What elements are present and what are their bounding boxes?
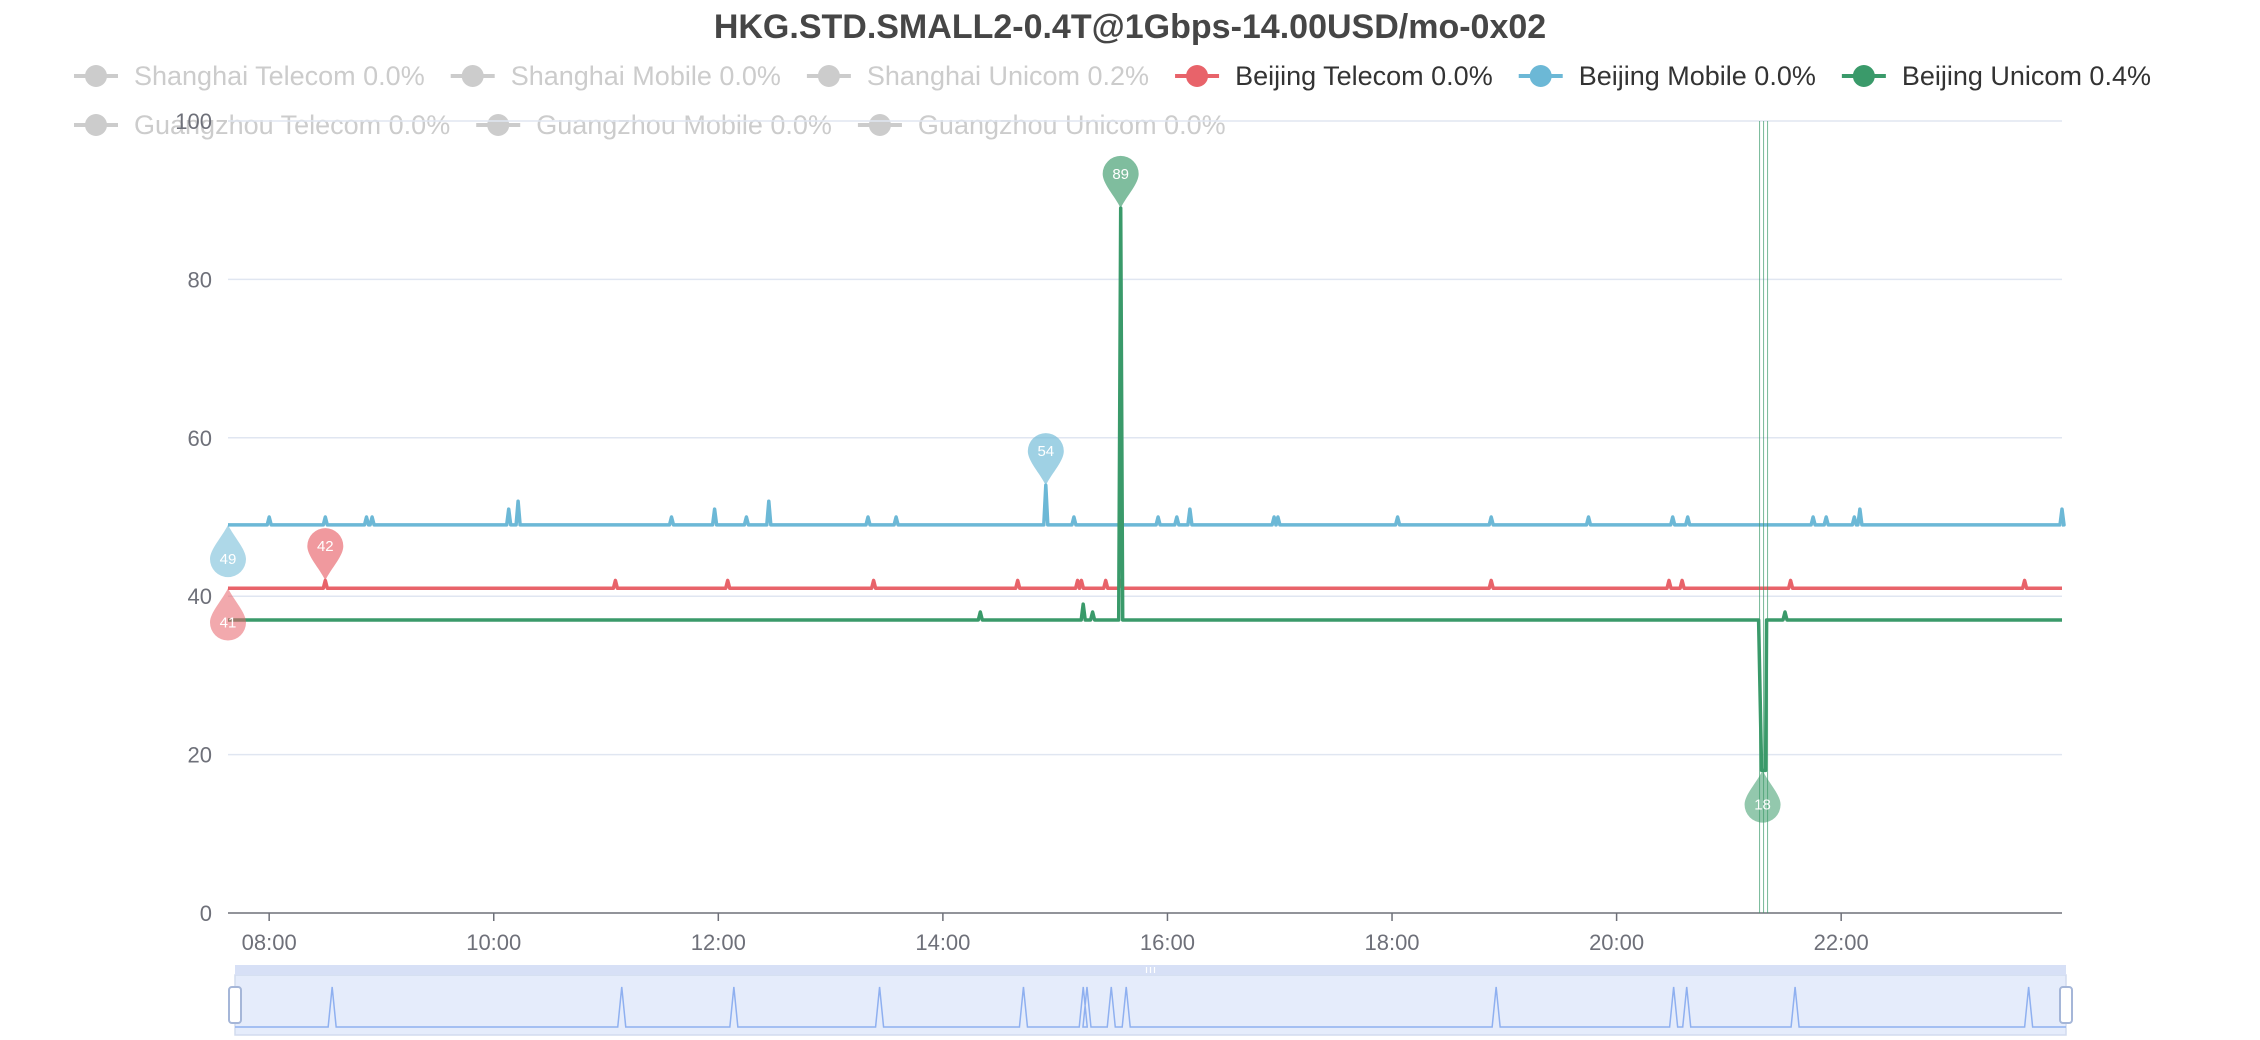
y-tick-label: 80 — [188, 267, 212, 292]
legend-dot-icon — [487, 114, 510, 136]
legend-item[interactable]: Beijing Mobile 0.0% — [1518, 61, 1816, 91]
marker-pins: 41 42 49 54 89 18 — [210, 155, 1781, 823]
y-tick-label: 40 — [188, 584, 212, 609]
legend-label: Beijing Telecom 0.0% — [1235, 61, 1493, 91]
y-axis: 0 20 40 60 80 100 — [175, 109, 212, 926]
zoom-preview-line — [235, 986, 2066, 1028]
marker-pin[interactable]: 54 — [1027, 433, 1064, 486]
legend-item[interactable]: Guangzhou Mobile 0.0% — [476, 110, 832, 140]
marker-pin[interactable]: 49 — [210, 524, 246, 578]
legend-item[interactable]: Beijing Telecom 0.0% — [1175, 61, 1493, 91]
legend-dot-icon — [868, 114, 891, 136]
legend-dot-icon — [1852, 65, 1875, 87]
x-tick-label: 18:00 — [1364, 930, 1419, 955]
pin-label: 18 — [1754, 797, 1771, 814]
legend-label: Shanghai Telecom 0.0% — [134, 61, 425, 91]
zoom-handle[interactable] — [2059, 986, 2073, 1024]
pin-shape — [307, 528, 344, 581]
y-tick-label: 60 — [188, 426, 212, 451]
x-tick-label: 16:00 — [1140, 930, 1195, 955]
y-tick-label: 20 — [188, 743, 212, 768]
data-zoom-slider[interactable] — [228, 965, 2073, 1036]
series-line — [228, 483, 2066, 527]
legend-dot-icon — [461, 65, 484, 87]
legend-item[interactable]: Shanghai Unicom 0.2% — [806, 61, 1149, 91]
pin-label: 54 — [1037, 443, 1054, 460]
pin-shape — [210, 524, 246, 578]
legend-dot-icon — [1186, 65, 1209, 87]
legend-label: Beijing Unicom 0.4% — [1902, 61, 2151, 91]
zoom-handle[interactable] — [228, 986, 242, 1024]
legend-dot-icon — [85, 65, 107, 87]
legend-item[interactable]: Guangzhou Telecom 0.0% — [74, 110, 450, 140]
legend: Shanghai Telecom 0.0% Shanghai Mobile 0.0… — [74, 61, 2151, 140]
marker-pin[interactable]: 42 — [307, 528, 344, 581]
legend-label: Guangzhou Unicom 0.0% — [918, 110, 1226, 140]
legend-item[interactable]: Guangzhou Unicom 0.0% — [857, 110, 1226, 140]
legend-label: Beijing Mobile 0.0% — [1579, 61, 1816, 91]
x-tick-label: 08:00 — [242, 930, 297, 955]
x-tick-label: 10:00 — [466, 930, 521, 955]
pin-label: 41 — [220, 614, 237, 631]
legend-label: Shanghai Mobile 0.0% — [511, 61, 781, 91]
x-tick-label: 12:00 — [691, 930, 746, 955]
x-tick-label: 20:00 — [1589, 930, 1644, 955]
series-line — [228, 206, 2062, 773]
series-lines — [228, 206, 2066, 773]
x-tick-label: 22:00 — [1814, 930, 1869, 955]
pin-shape — [1027, 433, 1064, 486]
legend-label: Shanghai Unicom 0.2% — [867, 61, 1149, 91]
chart-title: HKG.STD.SMALL2-0.4T@1Gbps-14.00USD/mo-0x… — [714, 8, 1546, 46]
pin-label: 89 — [1112, 166, 1129, 183]
pin-shape — [1102, 155, 1139, 209]
y-tick-label: 0 — [200, 901, 212, 926]
grid-lines — [228, 120, 2062, 756]
legend-label: Guangzhou Mobile 0.0% — [536, 110, 832, 140]
pin-label: 42 — [317, 538, 334, 555]
marker-pin[interactable]: 41 — [210, 588, 246, 641]
legend-item[interactable]: Beijing Unicom 0.4% — [1841, 61, 2151, 91]
legend-dot-icon — [1529, 65, 1552, 87]
legend-item[interactable]: Shanghai Mobile 0.0% — [450, 61, 781, 91]
pin-shape — [1744, 770, 1781, 823]
marker-pin[interactable]: 18 — [1744, 770, 1781, 823]
series-line — [228, 578, 2062, 591]
pin-label: 49 — [220, 551, 237, 568]
legend-dot-icon — [817, 65, 840, 87]
x-tick-label: 14:00 — [915, 930, 970, 955]
pin-shape — [210, 588, 246, 641]
zoom-track[interactable] — [234, 974, 2067, 1036]
legend-label: Guangzhou Telecom 0.0% — [134, 110, 450, 140]
marker-pin[interactable]: 89 — [1102, 155, 1139, 209]
x-axis: 08:00 10:00 12:00 14:00 16:00 18:00 20:00 22:00 — [228, 912, 2062, 955]
y-tick-label: 100 — [175, 109, 212, 134]
legend-item[interactable]: Shanghai Telecom 0.0% — [74, 61, 425, 91]
legend-dot-icon — [85, 114, 107, 136]
